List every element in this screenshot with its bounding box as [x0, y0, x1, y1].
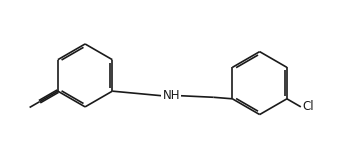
Text: NH: NH: [163, 89, 180, 102]
FancyBboxPatch shape: [161, 90, 181, 101]
Text: Cl: Cl: [302, 100, 314, 113]
